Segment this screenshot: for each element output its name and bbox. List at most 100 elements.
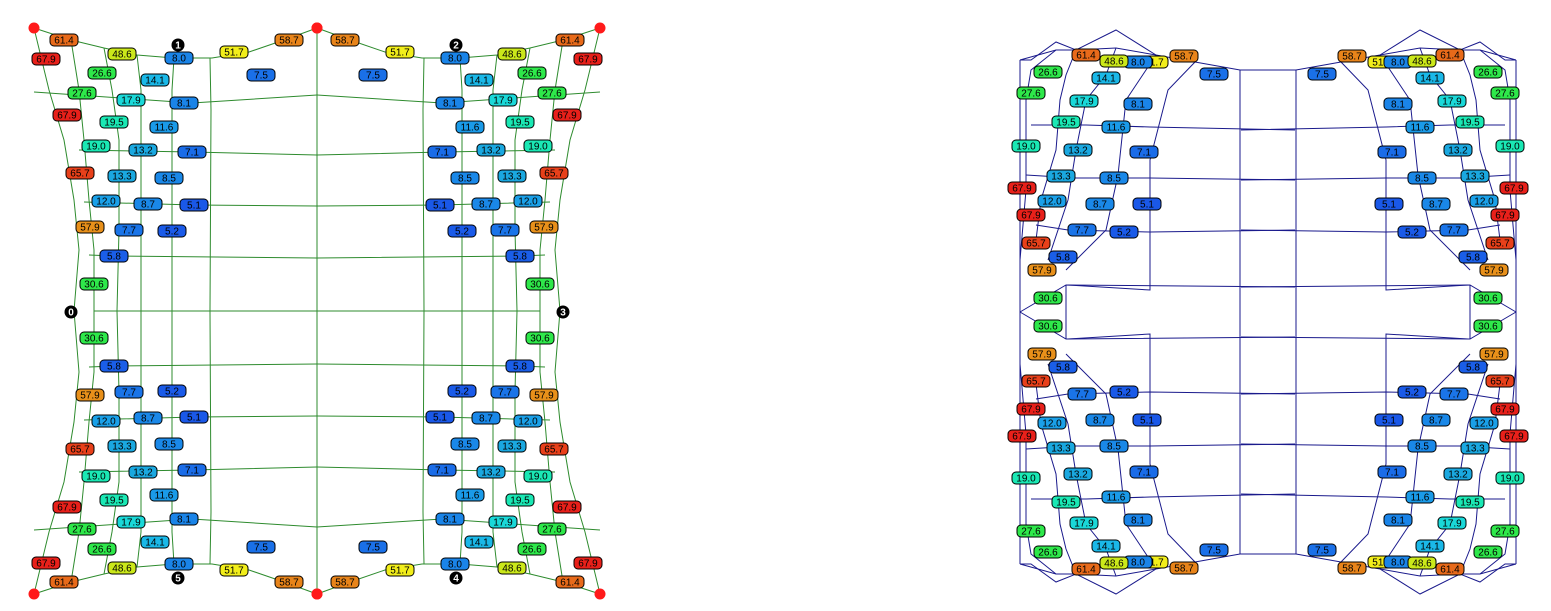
left-br-edge-label-22-box: [471, 411, 501, 425]
right-bl-edge-label-26-text: 5.8: [1056, 363, 1070, 374]
right-tr-edge-label-28-box: [1473, 291, 1503, 305]
right-bl-edge-label-17-text: 8.5: [1107, 442, 1121, 453]
right-br-edge-label-10: 8.1: [1383, 513, 1413, 527]
left-br-edge-label-5-box: [573, 556, 603, 570]
left-br-edge-label-3: 48.6: [497, 561, 527, 575]
left-bl-edge-label-0-box: [274, 575, 304, 589]
right-tl-edge-label-12: 11.6: [1101, 120, 1131, 134]
right-br-edge-label-18: 67.9: [1499, 429, 1529, 443]
right-tl-edge-label-28-box: [1033, 291, 1063, 305]
left-tr-edge-label-26-text: 7.7: [498, 226, 512, 237]
left-tl-edge-label-27-text: 5.8: [107, 252, 121, 263]
node-marker-4-text: 4: [453, 574, 459, 585]
left-bl-edge-label-12-text: 8.1: [177, 515, 191, 526]
left-tr-edge-label-10-box: [464, 73, 494, 87]
right-bl-edge-label-7: 7.5: [1199, 543, 1229, 557]
right-bl-edge-label-23: 7.7: [1067, 387, 1097, 401]
right-br-edge-label-20-text: 8.7: [1429, 416, 1443, 427]
right-bl-edge-label-22-text: 67.9: [1021, 405, 1041, 416]
right-tr-edge-label-22-text: 67.9: [1495, 211, 1515, 222]
left-br-edge-label-8-text: 67.9: [557, 503, 577, 514]
left-br-edge-label-5: 67.9: [573, 556, 603, 570]
left-edge-labels: 58.751.78.0 48.661.467.926.627.667.97.5 14…: [31, 33, 603, 589]
left-tl-edge-label-3: 48.6: [107, 47, 137, 61]
left-br-edge-label-9-box: [358, 540, 388, 554]
right-tl-edge-label-18-text: 67.9: [1012, 184, 1032, 195]
right-tr-edge-label-9-box: [1437, 94, 1467, 108]
right-tl-edge-label-9-box: [1069, 94, 1099, 108]
right-br-edge-label-28-box: [1473, 319, 1503, 333]
right-tr-edge-label-15-box: [1377, 145, 1407, 159]
right-tr-edge-label-1-text: 51.7: [1372, 58, 1392, 69]
left-tl-edge-label-17-box: [177, 145, 207, 159]
right-tl-edge-label-16-text: 13.3: [1051, 172, 1071, 183]
right-tl-edge-label-14-box: [1063, 143, 1093, 157]
right-tr-edge-label-23-text: 7.7: [1447, 226, 1461, 237]
right-bl-edge-label-8-text: 27.6: [1021, 527, 1041, 538]
left-bl-edge-label-23-box: [179, 410, 209, 424]
left-tr-edge-label-5: 67.9: [573, 52, 603, 66]
left-tl-edge-label-28-text: 30.6: [84, 280, 104, 291]
right-br-edge-label-1-text: 51.7: [1372, 558, 1392, 569]
left-bl-edge-label-10-box: [140, 535, 170, 549]
right-tl-edge-label-5: 26.6: [1033, 65, 1063, 79]
right-tr-edge-label-6-text: 14.1: [1420, 74, 1440, 85]
left-bl-edge-label-23: 5.1: [179, 410, 209, 424]
right-bl-edge-label-6: 14.1: [1091, 539, 1121, 553]
right-br-edge-label-19-box: [1469, 416, 1499, 430]
right-edge-labels: 58.751.7 8.0 48.661.426.614.17.527.617.98.…: [1007, 48, 1529, 576]
right-tr-edge-label-11: 19.5: [1455, 115, 1485, 129]
left-br-edge-label-2-box: [440, 557, 470, 571]
left-tl-edge-label-5-text: 67.9: [36, 55, 56, 66]
left-tl-edge-label-18: 65.7: [65, 166, 95, 180]
left-bl-edge-label-21-box: [91, 414, 121, 428]
right-tl-edge-label-22-box: [1016, 208, 1046, 222]
left-bl-edge-label-20-box: [154, 437, 184, 451]
left-br-edge-label-26-text: 7.7: [498, 388, 512, 399]
right-tl-edge-label-20: 8.7: [1085, 197, 1115, 211]
right-tr-edge-label-7-text: 7.5: [1315, 70, 1329, 81]
right-tr-edge-label-14: 13.2: [1443, 143, 1473, 157]
right-bl-row-line-0: [1019, 553, 1295, 577]
left-bl-edge-label-13-box: [99, 493, 129, 507]
right-bl-edge-label-20: 8.7: [1085, 413, 1115, 427]
left-bl-edge-label-0-text: 58.7: [279, 578, 299, 589]
right-tr-edge-label-5: 26.6: [1473, 65, 1503, 79]
left-bl-edge-label-28-text: 30.6: [84, 334, 104, 345]
left-tl-edge-label-27-box: [99, 249, 129, 263]
left-tl-edge-label-4: 61.4: [49, 33, 79, 47]
right-tl-edge-label-27: 57.9: [1027, 263, 1057, 277]
right-tl-edge-label-12-box: [1101, 120, 1131, 134]
right-bl-edge-label-13-text: 19.0: [1016, 474, 1036, 485]
right-bl-edge-label-3: 48.6: [1099, 556, 1129, 570]
left-bl-edge-label-7-box: [67, 522, 97, 536]
left-bl-edge-label-3-text: 48.6: [112, 564, 132, 575]
left-tr-edge-label-23-text: 5.1: [433, 201, 447, 212]
right-tl-edge-label-25-box: [1021, 236, 1051, 250]
left-br-edge-label-12: 8.1: [435, 512, 465, 526]
left-bl-edge-label-25: 5.2: [157, 384, 187, 398]
left-tr-edge-label-13-text: 19.5: [510, 118, 530, 129]
left-br-edge-label-26-box: [490, 385, 520, 399]
left-br-edge-label-22: 8.7: [471, 411, 501, 425]
right-tl-edge-label-10-text: 8.1: [1131, 100, 1145, 111]
right-br-edge-label-4: 61.4: [1435, 562, 1465, 576]
left-tl-edge-label-21: 12.0: [91, 194, 121, 208]
left-br-edge-label-7-text: 27.6: [542, 525, 562, 536]
right-tl-edge-label-28-text: 30.6: [1038, 294, 1058, 305]
left-br-edge-label-17: 7.1: [427, 463, 457, 477]
right-tr-edge-label-8: 27.6: [1490, 86, 1520, 100]
left-br-edge-label-1: 51.7: [385, 563, 415, 577]
left-tr-edge-label-26: 7.7: [490, 223, 520, 237]
left-br-edge-label-10: 14.1: [464, 535, 494, 549]
right-bl-edge-label-21-box: [1132, 413, 1162, 427]
left-tr-edge-label-12: 8.1: [435, 96, 465, 110]
left-bl-edge-label-6-box: [87, 542, 117, 556]
right-tl-row-line-4: [1035, 224, 1296, 233]
left-br-edge-label-24-box: [529, 388, 559, 402]
right-br-edge-label-15: 7.1: [1377, 465, 1407, 479]
right-br-edge-label-11-text: 19.5: [1460, 498, 1480, 509]
left-bl-edge-label-8: 67.9: [52, 500, 82, 514]
right-tl-edge-label-0-text: 58.7: [1174, 52, 1194, 63]
right-br-edge-label-7-text: 7.5: [1315, 546, 1329, 557]
